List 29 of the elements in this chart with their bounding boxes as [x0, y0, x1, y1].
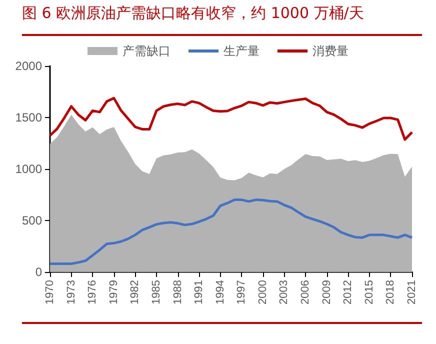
- x-tick-label: 2006: [300, 280, 312, 304]
- x-tick-label: 1994: [214, 280, 226, 304]
- x-tick-label: 1976: [86, 280, 99, 304]
- y-tick-label: 2000: [15, 59, 42, 73]
- legend-label: 产需缺口: [122, 44, 170, 58]
- x-tick-label: 2015: [363, 280, 376, 304]
- legend-label: 消费量: [312, 44, 348, 58]
- x-tick-label: 1985: [150, 280, 162, 304]
- x-tick-label: 2018: [384, 280, 397, 304]
- line-series: [48, 198, 414, 266]
- x-tick-label: 2021: [406, 280, 418, 304]
- x-tick-label: 1973: [65, 280, 78, 304]
- y-tick-label: 500: [22, 214, 42, 228]
- legend-label: 生产量: [224, 44, 260, 58]
- chart-title: 图 6 欧洲原油产需缺口略有收窄，约 1000 万桶/天: [22, 4, 364, 23]
- x-tick-label: 1991: [193, 280, 206, 304]
- x-tick-label: 2009: [320, 280, 333, 304]
- y-tick-label: 1500: [15, 110, 42, 124]
- x-tick-label: 1979: [108, 280, 120, 304]
- y-tick-label: 1000: [15, 162, 42, 176]
- x-tick-label: 2003: [278, 280, 290, 304]
- line-series: [48, 96, 414, 141]
- x-tick-label: 1982: [129, 280, 142, 304]
- x-tick-label: 1988: [172, 280, 184, 304]
- x-tick-label: 1997: [236, 280, 248, 304]
- x-tick-label: 2012: [342, 280, 354, 304]
- y-tick-label: 0: [35, 265, 42, 279]
- x-tick-label: 1970: [44, 280, 56, 304]
- x-tick-label: 2000: [256, 280, 269, 304]
